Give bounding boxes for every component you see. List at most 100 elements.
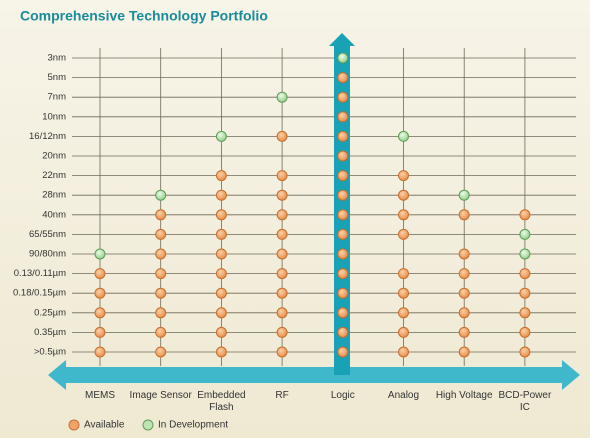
status-dot: [458, 189, 470, 201]
status-dot: [398, 228, 409, 240]
status-dot: [155, 209, 167, 221]
title: Comprehensive Technology Portfolio: [20, 8, 268, 24]
status-dot: [458, 346, 470, 358]
status-dot: [215, 346, 227, 358]
status-dot: [215, 228, 227, 240]
status-dot: [215, 248, 227, 260]
row-label: 90/80nm: [29, 249, 66, 260]
status-dot: [519, 326, 531, 338]
horizontal-arrow: [48, 360, 580, 390]
row-label: 5nm: [48, 72, 67, 83]
status-dot: [398, 170, 409, 182]
status-dot: [215, 209, 227, 221]
row-label: 10nm: [42, 111, 66, 122]
status-dot: [337, 209, 349, 221]
status-dot: [458, 287, 470, 299]
logic-arrow: [329, 33, 355, 375]
status-dot: [398, 346, 409, 358]
status-dot: [94, 326, 106, 338]
status-dot: [458, 268, 470, 280]
legend-dot: [142, 419, 154, 431]
column-label: Analog: [387, 390, 420, 401]
status-dot: [337, 189, 349, 201]
status-dot: [519, 307, 531, 319]
status-dot: [155, 346, 167, 358]
status-dot: [276, 268, 288, 280]
status-dot: [519, 346, 531, 358]
column-label: BCD-Power IC: [498, 390, 552, 413]
status-dot: [155, 326, 167, 338]
status-dot: [276, 346, 288, 358]
status-dot: [276, 326, 288, 338]
status-dot: [337, 111, 349, 123]
status-dot: [215, 268, 227, 280]
column-label: Image Sensor: [129, 390, 192, 401]
status-dot: [94, 268, 106, 280]
column-label: MEMS: [85, 390, 115, 401]
status-dot: [276, 228, 288, 240]
row-label: 0.35µm: [34, 327, 66, 338]
status-dot: [519, 287, 531, 299]
status-dot: [276, 209, 288, 221]
row-label: 65/55nm: [29, 229, 66, 240]
status-dot: [458, 326, 470, 338]
status-dot: [276, 91, 288, 103]
status-dot: [398, 287, 409, 299]
status-dot: [398, 130, 409, 142]
status-dot: [215, 287, 227, 299]
status-dot: [215, 130, 227, 142]
status-dot: [337, 248, 349, 260]
status-dot: [337, 72, 349, 84]
status-dot: [519, 248, 531, 260]
status-dot: [155, 189, 167, 201]
status-dot: [519, 228, 531, 240]
status-dot: [337, 287, 349, 299]
status-dot: [519, 209, 531, 221]
status-dot: [155, 228, 167, 240]
row-label: 20nm: [42, 151, 66, 162]
status-dot: [215, 326, 227, 338]
legend-dot: [68, 419, 80, 431]
status-dot: [215, 170, 227, 182]
status-dot: [337, 326, 349, 338]
row-label: >0.5µm: [34, 347, 66, 358]
dots: [94, 52, 531, 358]
status-dot: [94, 346, 106, 358]
status-dot: [276, 130, 288, 142]
column-label: RF: [275, 390, 289, 401]
row-label: 0.13/0.11µm: [14, 268, 66, 279]
status-dot: [94, 307, 106, 319]
status-dot: [458, 209, 470, 221]
status-dot: [519, 268, 531, 280]
status-dot: [337, 130, 349, 142]
status-dot: [155, 307, 167, 319]
status-dot: [458, 307, 470, 319]
column-label: Logic: [330, 390, 355, 401]
status-dot: [398, 326, 409, 338]
row-label: 16/12nm: [29, 131, 66, 142]
status-dot: [398, 268, 409, 280]
status-dot: [337, 228, 349, 240]
status-dot: [276, 287, 288, 299]
column-label: Embedded Flash: [197, 390, 246, 413]
status-dot: [215, 189, 227, 201]
status-dot: [337, 268, 349, 280]
status-dot: [337, 150, 349, 162]
status-dot: [337, 52, 349, 64]
status-dot: [94, 287, 106, 299]
status-dot: [276, 248, 288, 260]
status-dot: [398, 307, 409, 319]
legend-label: In Development: [158, 420, 228, 431]
status-dot: [337, 307, 349, 319]
status-dot: [337, 91, 349, 103]
row-label: 22nm: [42, 170, 66, 181]
status-dot: [337, 170, 349, 182]
row-label: 7nm: [48, 92, 67, 103]
status-dot: [276, 307, 288, 319]
status-dot: [155, 248, 167, 260]
status-dot: [155, 287, 167, 299]
status-dot: [276, 189, 288, 201]
status-dot: [398, 189, 409, 201]
